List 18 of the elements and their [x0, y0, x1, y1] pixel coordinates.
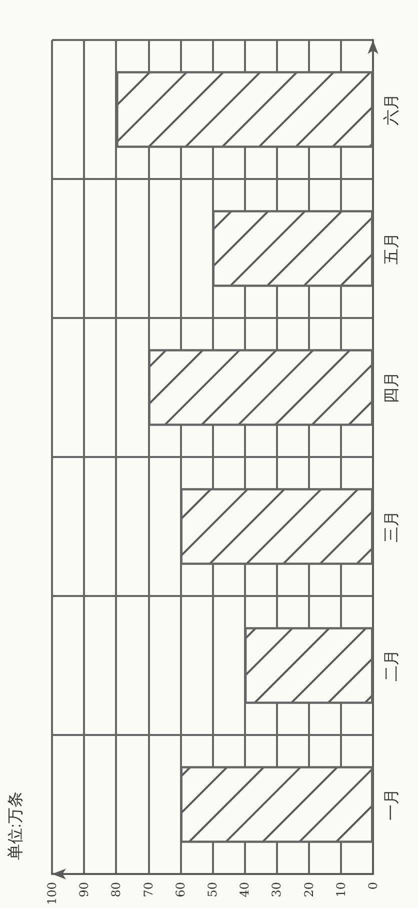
y-tick-label: 六月: [382, 94, 400, 126]
text: 单位:万条: [6, 792, 24, 860]
x-tick-label: 100: [45, 882, 59, 905]
x-tick-label: 40: [238, 882, 252, 898]
x-tick-label: 50: [206, 882, 220, 898]
x-tick-label: 60: [173, 882, 188, 898]
x-tick-label: 30: [270, 882, 284, 898]
x-tick-label: 80: [109, 882, 124, 898]
y-tick-label: 二月: [382, 650, 400, 682]
x-tick-label: 90: [77, 882, 92, 898]
x-tick-label: 70: [141, 882, 156, 898]
x-tick-label: 0: [366, 882, 380, 890]
y-tick-label: 一月: [382, 788, 400, 820]
y-tick-label: 四月: [382, 372, 400, 404]
y-tick-label: 三月: [382, 510, 400, 542]
y-tick-label: 五月: [382, 232, 400, 264]
x-tick-label: 20: [302, 882, 316, 898]
x-tick-label: 10: [334, 882, 348, 898]
